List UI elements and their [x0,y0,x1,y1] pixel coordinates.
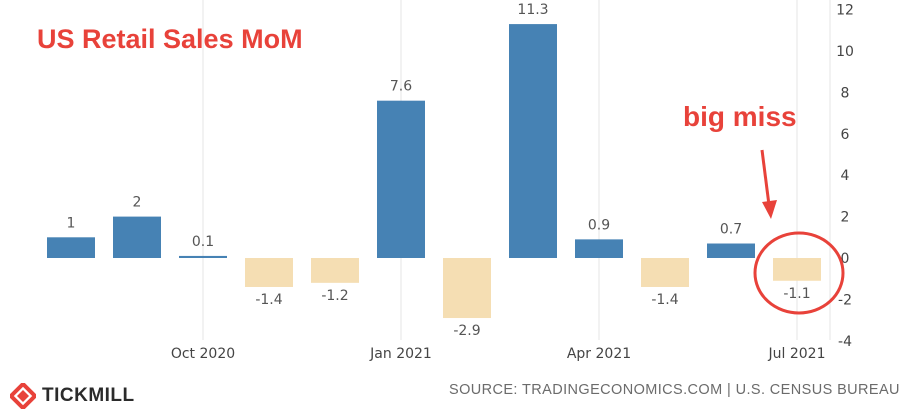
bar-dec-2020 [311,258,359,283]
y-axis-ticks: 12 10 8 6 4 2 0 -2 -4 [836,3,854,350]
bar-value-label: 2 [133,195,142,211]
bar-value-label: 7.6 [390,79,412,95]
source-credit: SOURCE: TRADINGECONOMICS.COM | U.S. CENS… [449,382,900,398]
bar-value-label: 0.9 [588,217,610,233]
chart-value-labels: 1 2 0.1 -1.4 -1.2 7.6 -2.9 11.3 0.9 -1.4 0.7 -1.1 [67,2,811,339]
x-axis-ticks: Oct 2020 Jan 2021 Apr 2021 Jul 2021 [171,346,826,362]
x-tick-label: Apr 2021 [567,346,631,362]
bar-jan-2021 [377,100,425,259]
y-tick-label: 6 [841,127,850,143]
y-tick-label: 2 [841,210,850,226]
x-tick-label: Jul 2021 [768,346,826,362]
y-tick-label: 0 [841,251,850,267]
bar-feb-2021 [443,258,491,319]
bar-value-label: 0.1 [192,234,214,250]
x-tick-label: Oct 2020 [171,346,235,362]
tickmill-logo-icon [10,383,36,409]
y-tick-label: -2 [838,292,852,308]
y-tick-label: 4 [841,168,850,184]
bar-value-label: 11.3 [517,2,548,18]
bar-value-label: -1.4 [651,292,678,308]
y-tick-label: 8 [841,85,850,101]
x-tick-label: Jan 2021 [369,346,432,362]
bar-sep-2020 [113,216,161,258]
bar-apr-2021 [575,239,623,258]
bar-value-label: -1.4 [255,292,282,308]
bar-jun-2021 [707,243,755,258]
chart-title: US Retail Sales MoM [37,24,303,54]
annotation-arrow-head [762,200,777,219]
annotation-overlay [753,149,845,315]
annotation-arrow-shaft [760,149,771,206]
highlight-circle [753,231,845,315]
bar-aug-2020 [47,237,95,258]
bar-oct-2020 [179,255,227,258]
bar-value-label: -1.1 [783,286,810,302]
brand-name: TICKMILL [42,385,135,406]
bar-value-label: -1.2 [321,288,348,304]
bar-jul-2021 [773,258,821,281]
bar-nov-2020 [245,258,293,287]
y-tick-label: 10 [836,44,854,60]
bar-value-label: 1 [67,215,76,231]
y-tick-label: 12 [836,3,854,19]
chart-grid [202,0,831,340]
bar-value-label: -2.9 [453,323,480,339]
brand-logo: TICKMILL [10,383,135,409]
y-tick-label: -4 [838,334,852,350]
bar-may-2021 [641,258,689,287]
bar-mar-2021 [509,24,557,259]
bar-value-label: 0.7 [720,222,742,238]
chart-bars [47,24,821,319]
annotation-label: big miss [683,101,797,132]
